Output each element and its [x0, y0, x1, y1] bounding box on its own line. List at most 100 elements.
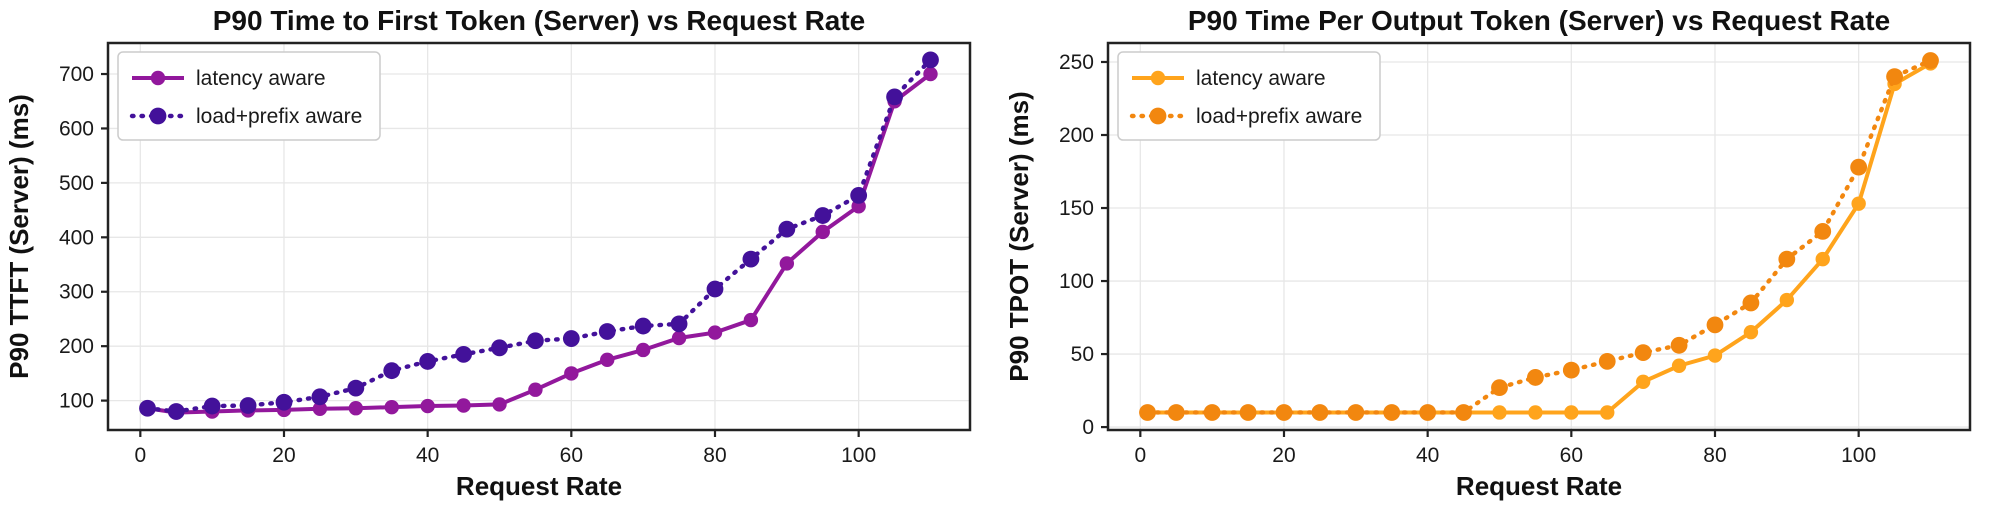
data-point	[1564, 405, 1579, 420]
data-point	[1635, 374, 1651, 390]
y-tick-label: 500	[59, 172, 94, 195]
plot-border	[1106, 41, 1972, 432]
data-point	[1706, 316, 1724, 334]
data-point	[1778, 250, 1796, 268]
legend-label: load+prefix aware	[1196, 105, 1362, 128]
x-tick-label: 60	[1560, 444, 1583, 467]
legend-marker-sample	[1150, 70, 1166, 86]
data-point	[312, 401, 328, 416]
data-point	[1671, 358, 1687, 373]
data-point	[1886, 68, 1903, 85]
legend: latency aware load+prefix aware	[1117, 51, 1381, 141]
x-axis-label: Request Rate	[456, 471, 622, 501]
data-point	[348, 401, 364, 416]
data-point	[1814, 222, 1832, 240]
chart-title: P90 Time Per Output Token (Server) vs Re…	[1188, 5, 1890, 36]
data-point	[850, 187, 868, 204]
y-tick-label: 100	[59, 390, 94, 413]
data-point	[167, 403, 185, 420]
data-point	[1562, 361, 1580, 379]
data-point	[634, 317, 652, 335]
data-point	[742, 250, 760, 268]
data-point	[670, 315, 688, 333]
y-axis-label: P90 TPOT (Server) (ms)	[1004, 91, 1034, 381]
x-tick-label: 0	[134, 444, 146, 467]
data-point	[1527, 369, 1544, 386]
x-tick-label: 0	[1134, 444, 1146, 467]
data-point	[598, 323, 616, 340]
data-point	[1139, 404, 1156, 421]
x-tick-label: 80	[703, 444, 726, 467]
chart-ttft: 0 20 40 60 80 100 100 200 300 400 500 600 700 P90 Tim…	[0, 0, 999, 515]
data-point	[420, 398, 435, 414]
data-point	[1742, 294, 1760, 312]
data-point	[347, 379, 365, 397]
data-point	[1419, 404, 1437, 421]
data-point	[239, 397, 257, 414]
data-point	[1850, 158, 1868, 176]
data-point	[456, 398, 471, 413]
chart-title: P90 Time to First Token (Server) vs Requ…	[213, 5, 866, 36]
x-axis-label: Request Rate	[1456, 471, 1622, 501]
data-point	[1851, 196, 1866, 211]
data-point	[1743, 324, 1759, 340]
data-point	[600, 352, 615, 367]
data-point	[562, 330, 580, 347]
legend-label: latency aware	[1196, 67, 1326, 90]
data-point	[923, 66, 938, 82]
data-point	[1491, 379, 1508, 397]
data-point	[564, 366, 579, 381]
y-axis-label: P90 TTFT (Server) (ms)	[4, 94, 34, 379]
data-point	[743, 312, 759, 328]
data-point	[1528, 405, 1543, 420]
chart-tpot: 0 20 40 60 80 100 0 50 100 150 200 250 P90 Time Per …	[1000, 0, 1999, 515]
data-point	[671, 330, 687, 346]
data-point	[815, 224, 830, 240]
data-point	[1815, 251, 1830, 267]
y-tick-label: 0	[1082, 416, 1094, 439]
data-point	[455, 345, 472, 363]
x-tick-label: 40	[1416, 444, 1439, 467]
data-point	[1670, 336, 1688, 354]
legend-marker-sample	[149, 107, 167, 125]
x-tick-label: 100	[1841, 444, 1876, 467]
data-point	[814, 207, 832, 224]
legend-box	[117, 51, 381, 141]
y-tick-label: 600	[59, 117, 94, 140]
y-tick-label: 250	[1059, 51, 1094, 74]
y-tick-label: 50	[1071, 343, 1094, 366]
data-point	[1455, 404, 1472, 421]
data-point	[311, 388, 329, 406]
data-point	[1383, 404, 1401, 421]
data-point	[1598, 352, 1616, 370]
data-point	[1634, 344, 1652, 361]
legend-box	[1117, 51, 1381, 141]
data-point	[706, 280, 724, 298]
data-point	[922, 51, 939, 69]
y-tick-label: 100	[1059, 270, 1094, 293]
data-point	[1779, 292, 1795, 308]
legend: latency aware load+prefix aware	[117, 51, 381, 141]
data-point	[635, 342, 651, 358]
x-tick-label: 20	[272, 444, 295, 467]
legend-marker-sample	[150, 70, 166, 86]
data-point	[491, 339, 508, 357]
data-point	[1275, 404, 1293, 421]
data-point	[1922, 52, 1939, 69]
chart-svg: 0 20 40 60 80 100 0 50 100 150 200 250 P90 Time Per …	[1004, 5, 1972, 501]
chart-svg: 0 20 40 60 80 100 100 200 300 400 500 600 700 P90 Tim…	[4, 5, 972, 501]
legend-label: latency aware	[196, 67, 326, 90]
data-point	[383, 362, 401, 380]
data-point	[275, 393, 293, 411]
data-point	[1707, 348, 1723, 363]
legend-marker-sample	[1149, 107, 1167, 125]
x-tick-label: 100	[841, 444, 876, 467]
data-point	[779, 256, 795, 271]
data-point	[1239, 404, 1257, 421]
data-point	[707, 325, 723, 340]
x-tick-label: 80	[1703, 444, 1726, 467]
data-point	[1203, 404, 1221, 421]
data-point	[778, 220, 796, 238]
y-tick-label: 700	[59, 63, 94, 86]
